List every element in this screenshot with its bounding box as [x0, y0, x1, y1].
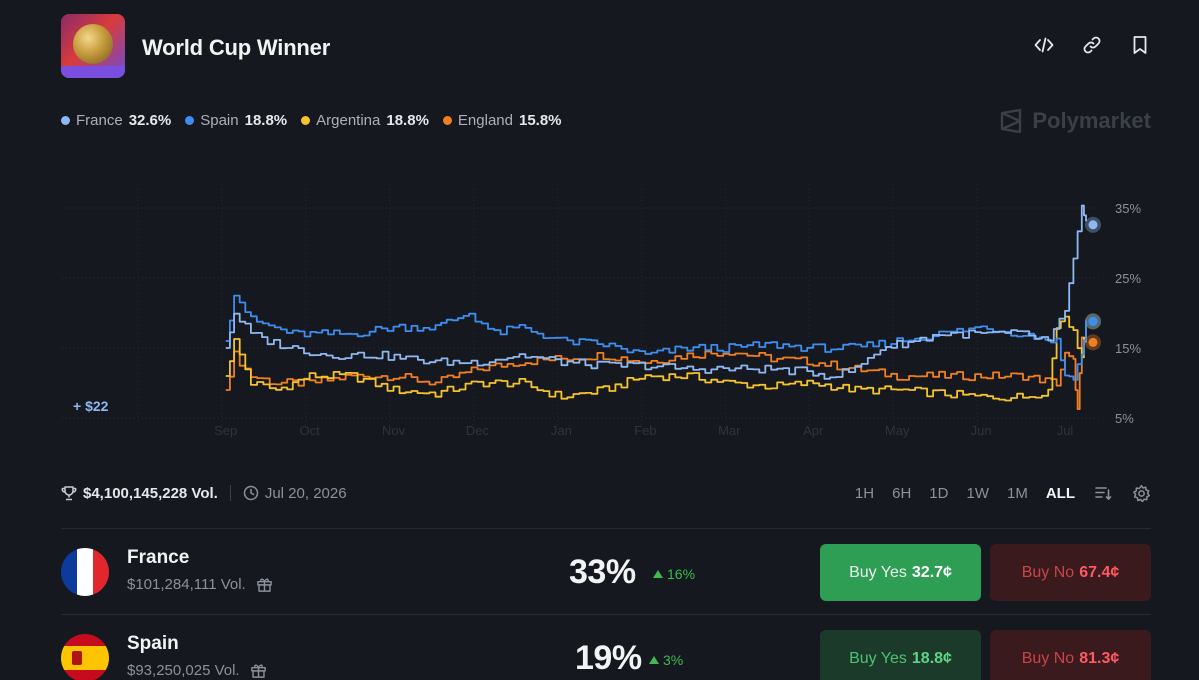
x-tick-label: Apr [803, 423, 824, 438]
link-icon[interactable] [1081, 34, 1103, 56]
sort-icon[interactable] [1093, 483, 1113, 503]
outcome-name: Spain [127, 633, 179, 654]
outcome-probability: 33% [569, 553, 636, 591]
series-end-point [1088, 316, 1098, 326]
x-tick-label: Nov [382, 423, 406, 438]
trophy-ball-icon [73, 24, 113, 64]
legend-name: Spain [200, 112, 239, 129]
spain-flag-icon [61, 634, 109, 680]
buy-yes-button[interactable]: Buy Yes 18.8¢ [820, 630, 981, 680]
legend-item-argentina: Argentina 18.8% [301, 112, 429, 129]
buy-no-button[interactable]: Buy No 81.3¢ [990, 630, 1151, 680]
market-logo [61, 14, 125, 78]
divider [61, 528, 1151, 529]
legend-value: 18.8% [244, 112, 288, 129]
series-line-spain [225, 294, 1087, 381]
series-line-france [225, 204, 1087, 380]
y-tick-label: 15% [1115, 341, 1141, 356]
legend-dot [301, 116, 311, 125]
outcome-volume: $101,284,111 Vol. [127, 576, 273, 593]
outcome-volume: $93,250,025 Vol. [127, 662, 267, 679]
outcome-name: France [127, 547, 190, 568]
code-icon[interactable] [1033, 34, 1055, 56]
market-stats-bar: $4,100,145,228 Vol. Jul 20, 2026 1H 6H 1… [61, 482, 1151, 504]
legend-dot [442, 116, 452, 125]
gift-icon[interactable] [250, 662, 267, 679]
bookmark-icon[interactable] [1129, 34, 1151, 56]
clock-icon [243, 485, 259, 501]
legend-name: England [457, 112, 513, 129]
buy-no-button[interactable]: Buy No 67.4¢ [990, 544, 1151, 601]
series-end-point [1088, 337, 1098, 347]
legend-dot [185, 116, 195, 125]
x-tick-label: Jul [1057, 423, 1074, 438]
series-line-argentina [225, 315, 1087, 402]
triangle-up-icon [653, 570, 663, 578]
legend-dot [61, 116, 70, 125]
france-flag-icon [61, 548, 109, 596]
x-tick-label: Oct [299, 423, 320, 438]
y-tick-label: 35% [1115, 201, 1141, 216]
x-tick-label: Feb [634, 423, 656, 438]
legend-item-england: England 15.8% [442, 112, 562, 129]
buy-yes-button[interactable]: Buy Yes 32.7¢ [820, 544, 981, 601]
end-date-stat: Jul 20, 2026 [243, 485, 347, 502]
legend-value: 18.8% [386, 112, 429, 129]
x-tick-label: Sep [214, 423, 237, 438]
range-all[interactable]: ALL [1045, 484, 1075, 502]
chart-legend: France 32.6% Spain 18.8% Argentina 18.8%… [61, 112, 562, 129]
range-1w[interactable]: 1W [966, 484, 989, 502]
range-1m[interactable]: 1M [1006, 484, 1028, 502]
chart-annotation: + $22 [73, 398, 109, 414]
x-tick-label: Jan [551, 423, 572, 438]
legend-item-france: France 32.6% [61, 112, 171, 129]
total-volume: $4,100,145,228 Vol. [83, 484, 218, 502]
range-1d[interactable]: 1D [929, 484, 949, 502]
volume-stat: $4,100,145,228 Vol. [61, 485, 218, 502]
y-tick-label: 25% [1115, 271, 1141, 286]
y-tick-label: 5% [1115, 411, 1134, 426]
legend-name: Argentina [316, 112, 381, 129]
outcome-row-spain[interactable]: Spain $93,250,025 Vol. 19% 3% Buy Yes 18… [61, 615, 1151, 680]
triangle-up-icon [649, 656, 659, 664]
legend-value: 15.8% [518, 112, 562, 129]
legend-value: 32.6% [128, 112, 172, 129]
brand-name: Polymarket [1032, 108, 1151, 133]
x-tick-label: May [885, 423, 910, 438]
gift-icon[interactable] [256, 576, 273, 593]
outcome-probability: 19% [575, 639, 642, 677]
series-end-point [1088, 220, 1098, 230]
polymarket-watermark: Polymarket [998, 108, 1151, 134]
probability-change: 16% [653, 566, 695, 582]
x-tick-label: Dec [466, 423, 490, 438]
range-1h[interactable]: 1H [854, 484, 875, 502]
end-date: Jul 20, 2026 [264, 484, 347, 502]
market-title: World Cup Winner [142, 35, 331, 60]
legend-name: France [76, 112, 123, 129]
price-history-chart[interactable]: 35% 25% 15% 5% Sep Oct Nov Dec Jan Feb Mar Apr May Ju… [0, 160, 1199, 450]
probability-change: 3% [649, 652, 683, 668]
range-6h[interactable]: 6H [892, 484, 912, 502]
polymarket-logo-icon [1001, 108, 1022, 134]
trophy-icon [61, 486, 77, 501]
time-range-selector: 1H 6H 1D 1W 1M ALL [855, 483, 1151, 503]
legend-item-spain: Spain 18.8% [185, 112, 287, 129]
market-header: World Cup Winner [61, 14, 1151, 80]
x-tick-label: Mar [718, 423, 741, 438]
settings-gear-icon[interactable] [1131, 483, 1151, 503]
outcome-row-france[interactable]: France $101,284,111 Vol. 33% 16% Buy Yes… [61, 529, 1151, 615]
divider [61, 614, 1151, 615]
x-tick-label: Jun [971, 423, 992, 438]
